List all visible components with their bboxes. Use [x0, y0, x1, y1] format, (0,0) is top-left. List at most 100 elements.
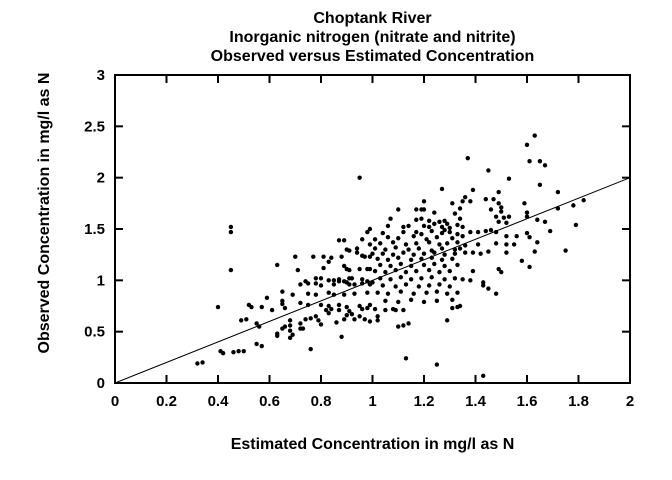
data-point	[396, 236, 401, 241]
data-point	[308, 316, 313, 321]
data-point	[383, 247, 388, 252]
data-point	[365, 279, 370, 284]
data-point	[383, 307, 388, 313]
data-point	[419, 231, 424, 237]
data-point	[329, 306, 334, 312]
data-point	[434, 298, 440, 304]
data-point	[408, 263, 414, 269]
data-point	[388, 277, 393, 282]
data-point	[499, 269, 504, 275]
data-point	[403, 242, 409, 247]
data-point	[339, 254, 344, 259]
data-point	[421, 223, 427, 229]
data-point	[349, 312, 355, 317]
data-point	[323, 307, 329, 313]
data-point	[326, 290, 331, 295]
data-point	[419, 216, 424, 221]
data-point	[393, 267, 398, 273]
data-point	[228, 224, 234, 230]
data-point	[408, 297, 414, 303]
data-point	[450, 297, 455, 303]
data-point	[414, 241, 419, 246]
data-point	[437, 282, 442, 287]
data-point	[493, 229, 499, 235]
data-point	[347, 267, 352, 273]
data-point	[457, 206, 463, 211]
data-point	[313, 292, 319, 297]
data-point	[496, 201, 501, 206]
chart-title-line-3: Observed versus Estimated Concentration	[210, 48, 535, 65]
data-point	[249, 304, 254, 310]
data-point	[470, 268, 476, 274]
data-point	[424, 290, 429, 295]
data-point	[496, 266, 501, 272]
data-point	[465, 155, 470, 161]
data-point	[455, 290, 460, 295]
data-point	[434, 289, 440, 294]
data-point	[419, 256, 424, 261]
data-point	[426, 218, 432, 223]
data-point	[305, 302, 311, 308]
x-tick-label: 0.2	[156, 393, 177, 410]
data-point	[360, 237, 365, 242]
data-point	[457, 303, 463, 309]
data-point	[571, 203, 576, 208]
data-point	[468, 229, 473, 235]
data-point	[269, 307, 275, 313]
data-point	[347, 248, 352, 253]
data-point	[468, 278, 473, 283]
data-point	[496, 219, 501, 225]
data-point	[375, 318, 380, 323]
data-point	[450, 305, 455, 311]
data-point	[398, 289, 404, 294]
data-point	[408, 257, 414, 262]
data-point	[421, 251, 427, 256]
data-point	[280, 301, 285, 307]
data-point	[380, 283, 385, 288]
x-tick-label: 0.4	[208, 393, 230, 410]
data-point	[388, 263, 393, 269]
data-point	[514, 233, 519, 239]
data-point	[336, 302, 342, 308]
data-point	[499, 205, 504, 210]
data-point	[416, 246, 422, 251]
data-point	[439, 230, 445, 236]
data-point	[486, 286, 491, 291]
data-point	[457, 246, 463, 251]
data-point	[352, 317, 357, 322]
data-point	[383, 298, 388, 304]
data-point	[421, 299, 427, 305]
data-point	[396, 255, 401, 260]
data-point	[455, 262, 460, 268]
data-point	[444, 221, 450, 227]
data-point	[401, 229, 406, 235]
x-axis-label: Estimated Concentration in mg/l as N	[230, 436, 515, 453]
data-point	[313, 276, 319, 281]
data-point	[542, 219, 548, 225]
data-point	[429, 228, 434, 234]
data-point	[421, 262, 427, 268]
plot-border	[114, 74, 631, 384]
data-point	[506, 176, 512, 181]
data-point	[305, 281, 311, 286]
data-point	[470, 187, 476, 193]
data-point	[218, 348, 223, 354]
data-point	[385, 291, 391, 296]
data-point	[424, 237, 429, 242]
data-point	[542, 163, 548, 168]
data-point	[298, 282, 303, 287]
data-point	[372, 306, 378, 312]
data-point	[282, 305, 288, 311]
y-tick-label: 2	[97, 170, 105, 187]
data-point	[437, 242, 442, 247]
chart-title-line-1: Choptank River	[313, 10, 432, 27]
data-point	[406, 247, 411, 252]
data-point	[414, 207, 419, 212]
data-point	[375, 256, 380, 261]
data-point	[378, 276, 383, 281]
data-point	[357, 303, 362, 309]
data-point	[555, 206, 561, 211]
data-point	[398, 275, 404, 280]
data-point	[349, 276, 355, 281]
